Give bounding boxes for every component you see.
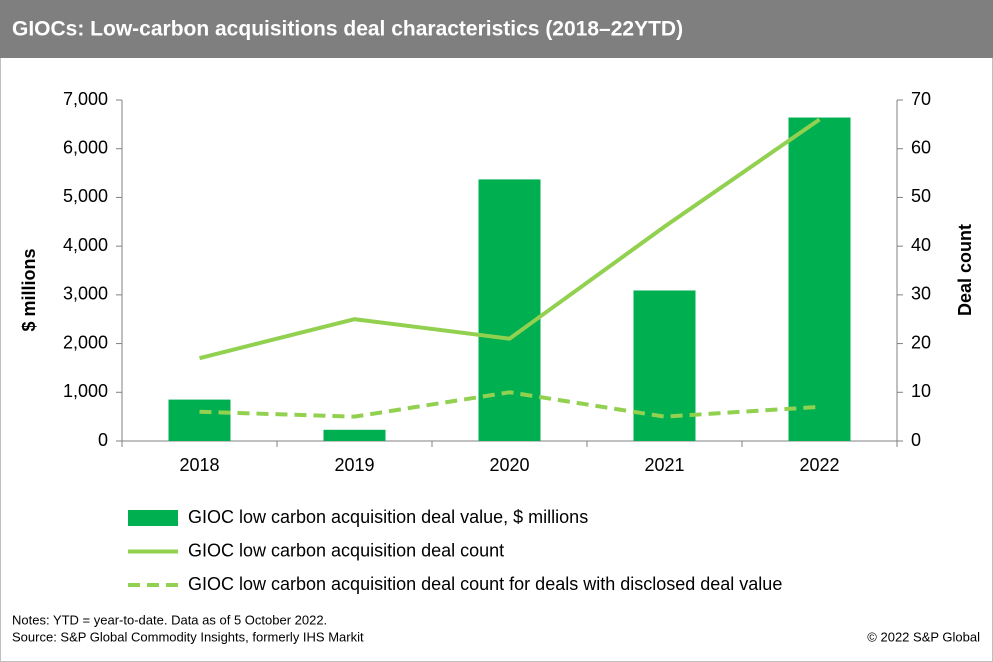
y2-tick-label: 40 — [911, 235, 931, 255]
x-tick-label: 2021 — [644, 455, 684, 475]
legend-label: GIOC low carbon acquisition deal count — [188, 540, 504, 560]
y2-tick-label: 0 — [911, 430, 921, 450]
chart-title: GIOCs: Low-carbon acquisitions deal char… — [12, 18, 683, 41]
x-tick-label: 2020 — [489, 455, 529, 475]
legend-swatch — [128, 510, 178, 526]
y-tick-label: 4,000 — [63, 235, 108, 255]
y2-tick-label: 50 — [911, 186, 931, 206]
bar — [478, 179, 541, 441]
legend-label: GIOC low carbon acquisition deal value, … — [188, 507, 588, 527]
y2-axis-title: Deal count — [955, 224, 975, 316]
y2-tick-label: 30 — [911, 284, 931, 304]
y-tick-label: 0 — [98, 430, 108, 450]
note: Notes: YTD = year-to-date. Data as of 5 … — [12, 612, 327, 627]
y-tick-label: 7,000 — [63, 89, 108, 109]
bar — [168, 399, 231, 441]
title-bar — [0, 0, 993, 58]
bar — [633, 290, 696, 441]
y-tick-label: 6,000 — [63, 137, 108, 157]
y-tick-label: 1,000 — [63, 381, 108, 401]
legend-label: GIOC low carbon acquisition deal count f… — [188, 574, 782, 594]
y2-tick-label: 70 — [911, 89, 931, 109]
y-tick-label: 2,000 — [63, 332, 108, 352]
y2-tick-label: 10 — [911, 381, 931, 401]
y-tick-label: 5,000 — [63, 186, 108, 206]
y-axis-title: $ millions — [19, 248, 39, 331]
bar — [323, 429, 386, 441]
copyright: © 2022 S&P Global — [867, 629, 980, 644]
x-tick-label: 2018 — [179, 455, 219, 475]
x-tick-label: 2019 — [334, 455, 374, 475]
line — [199, 117, 821, 361]
source: Source: S&P Global Commodity Insights, f… — [12, 629, 364, 644]
y2-tick-label: 20 — [911, 332, 931, 352]
bar — [788, 117, 851, 441]
y2-tick-label: 60 — [911, 137, 931, 157]
line — [199, 390, 820, 419]
y-tick-label: 3,000 — [63, 284, 108, 304]
x-tick-label: 2022 — [799, 455, 839, 475]
